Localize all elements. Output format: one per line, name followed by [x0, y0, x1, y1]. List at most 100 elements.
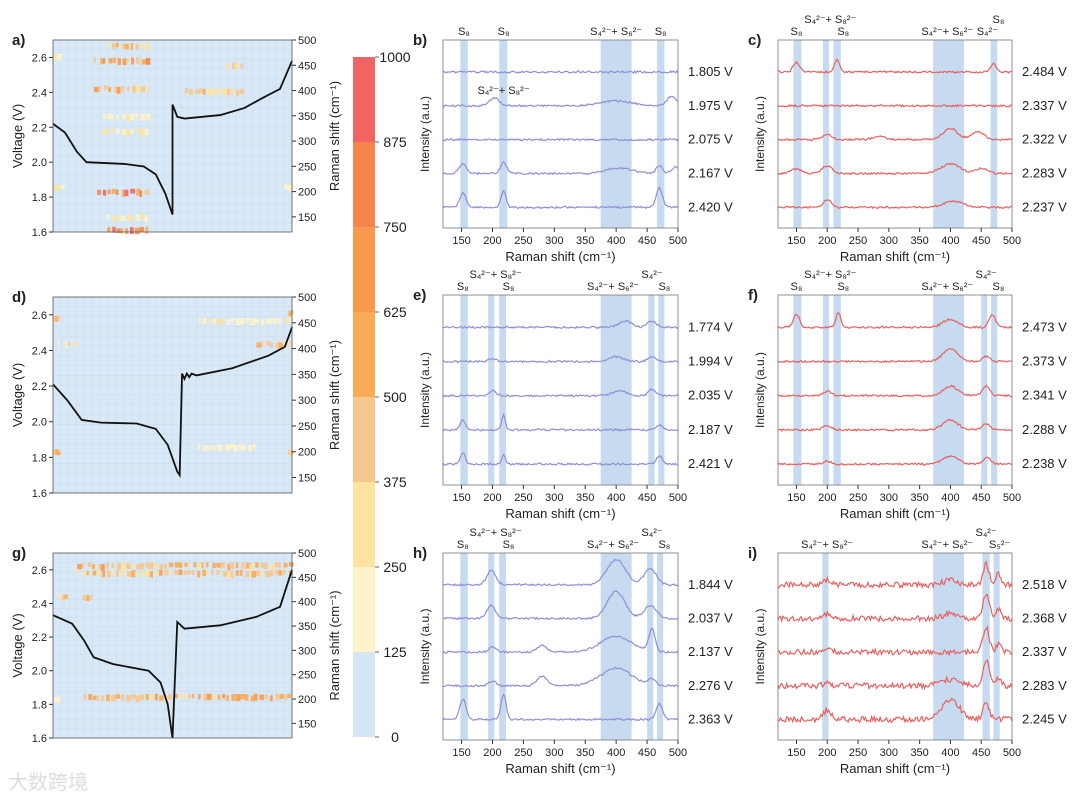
heatmap-cell: [64, 594, 68, 599]
x-tick-label: 450: [638, 492, 656, 504]
heatmap-cell: [248, 444, 253, 452]
peak-label: S₄²⁻: [975, 269, 996, 281]
heatmap-cell: [110, 570, 114, 576]
heatmap-cell: [125, 43, 129, 50]
x-tick-label: 400: [607, 235, 625, 247]
y-tick-label: 2.2: [32, 632, 47, 644]
heatmap-cell: [122, 58, 127, 65]
voltage-label: 2.363 V: [688, 711, 733, 726]
heatmap-cell: [116, 228, 121, 233]
heatmap-cell: [213, 88, 218, 95]
heatmap-cell: [89, 594, 93, 600]
y-axis-label: Intensity (a.u.): [418, 96, 432, 172]
voltage-label: 1.975 V: [688, 98, 733, 113]
heatmap-cell: [276, 342, 280, 349]
spectrum-trace: [442, 319, 679, 329]
y2-tick-label: 500: [298, 35, 316, 47]
colorbar-segment: [353, 57, 375, 142]
heatmap-cell: [116, 215, 120, 221]
heatmap-cell: [111, 114, 114, 119]
colorbar-tick-label: 875: [383, 134, 407, 150]
heatmap-cell: [212, 562, 216, 569]
heatmap-cell: [132, 85, 136, 93]
highlight-band: [833, 295, 841, 485]
y-tick-label: 1.8: [32, 699, 47, 711]
y-tick-label: 2.4: [32, 345, 47, 357]
heatmap-cell: [107, 570, 111, 578]
heatmap-cell: [131, 570, 136, 578]
heatmap-cell: [92, 570, 97, 576]
y2-tick-label: 250: [298, 421, 316, 433]
colorbar-tick-label: 375: [383, 474, 407, 490]
y2-tick-label: 500: [298, 548, 316, 560]
x-tick-label: 250: [514, 235, 532, 247]
x-axis-label: Raman shift (cm⁻¹): [840, 761, 950, 776]
heatmap-cell: [230, 88, 235, 94]
y2-tick-label: 150: [298, 718, 316, 730]
peak-label: S₈: [503, 281, 515, 293]
heatmap-cell: [203, 89, 206, 95]
heatmap-cell: [108, 58, 113, 64]
heatmap-cell: [92, 695, 97, 701]
heatmap-cell: [255, 570, 261, 577]
heatmap-cell: [282, 570, 286, 575]
heatmap-cell: [110, 694, 116, 702]
heatmap-cell: [54, 185, 59, 191]
heatmap-cell: [252, 444, 256, 450]
y-axis-label: Voltage (V): [10, 613, 25, 677]
heatmap-cell: [154, 693, 158, 701]
heatmap-cell: [107, 86, 112, 92]
heatmap-cell: [148, 562, 154, 570]
heatmap-cell: [210, 445, 216, 451]
heatmap-cell: [184, 562, 188, 567]
y-tick-label: 1.8: [32, 452, 47, 464]
heatmap-cell: [126, 114, 132, 122]
panel-f: 2.473 V 2.373 V 2.341 V 2.288 V 2.238 V 150 20…: [748, 269, 1067, 521]
x-tick-label: 300: [545, 235, 563, 247]
y2-tick-label: 250: [298, 670, 316, 682]
heatmap-cell: [111, 188, 116, 194]
heatmap-cell: [146, 113, 151, 120]
x-tick-label: 150: [452, 235, 470, 247]
voltage-curve: [52, 569, 293, 739]
heatmap-cell: [270, 563, 275, 571]
y-tick-label: 2.6: [32, 565, 47, 577]
heatmap-cell: [82, 594, 87, 601]
x-tick-label: 150: [787, 235, 805, 247]
heatmap-cell: [83, 570, 89, 577]
x-tick-label: 300: [880, 492, 898, 504]
highlight-band: [460, 295, 468, 485]
plot-frame: [777, 552, 1013, 741]
heatmap-cell: [135, 85, 141, 92]
heatmap-cell: [193, 562, 197, 568]
heatmap-cell: [236, 89, 240, 97]
x-tick-label: 200: [483, 747, 501, 759]
x-tick-label: 400: [607, 492, 625, 504]
heatmap-cell: [145, 570, 151, 576]
x-tick-label: 200: [483, 235, 501, 247]
voltage-label: 1.844 V: [688, 577, 733, 592]
peak-label: S₄²⁻+ S₈²⁻: [804, 14, 856, 26]
plot-frame: [777, 294, 1013, 486]
heatmap-cell: [127, 571, 132, 577]
peak-label: S₈: [992, 14, 1004, 26]
peak-label: S₈: [837, 26, 849, 38]
heatmap-cell: [167, 694, 172, 700]
heatmap-cell: [86, 595, 90, 601]
y2-tick-label: 400: [298, 597, 316, 609]
heatmap-cell: [159, 695, 164, 701]
spectrum-trace: [777, 162, 1013, 176]
y2-tick-label: 200: [298, 447, 316, 459]
x-tick-label: 250: [514, 492, 532, 504]
heatmap-cell: [222, 693, 226, 699]
x-tick-label: 400: [941, 747, 959, 759]
heatmap-cell: [139, 227, 144, 232]
heatmap-cell: [111, 42, 116, 49]
y2-tick-label: 150: [298, 212, 316, 224]
heatmap-cell: [251, 570, 257, 578]
heatmap-cell: [174, 562, 179, 568]
spectrum-trace: [442, 186, 679, 210]
heatmap-cell: [116, 128, 120, 134]
heatmap-cell: [239, 88, 244, 95]
y-axis-label: Intensity (a.u.): [753, 608, 767, 684]
